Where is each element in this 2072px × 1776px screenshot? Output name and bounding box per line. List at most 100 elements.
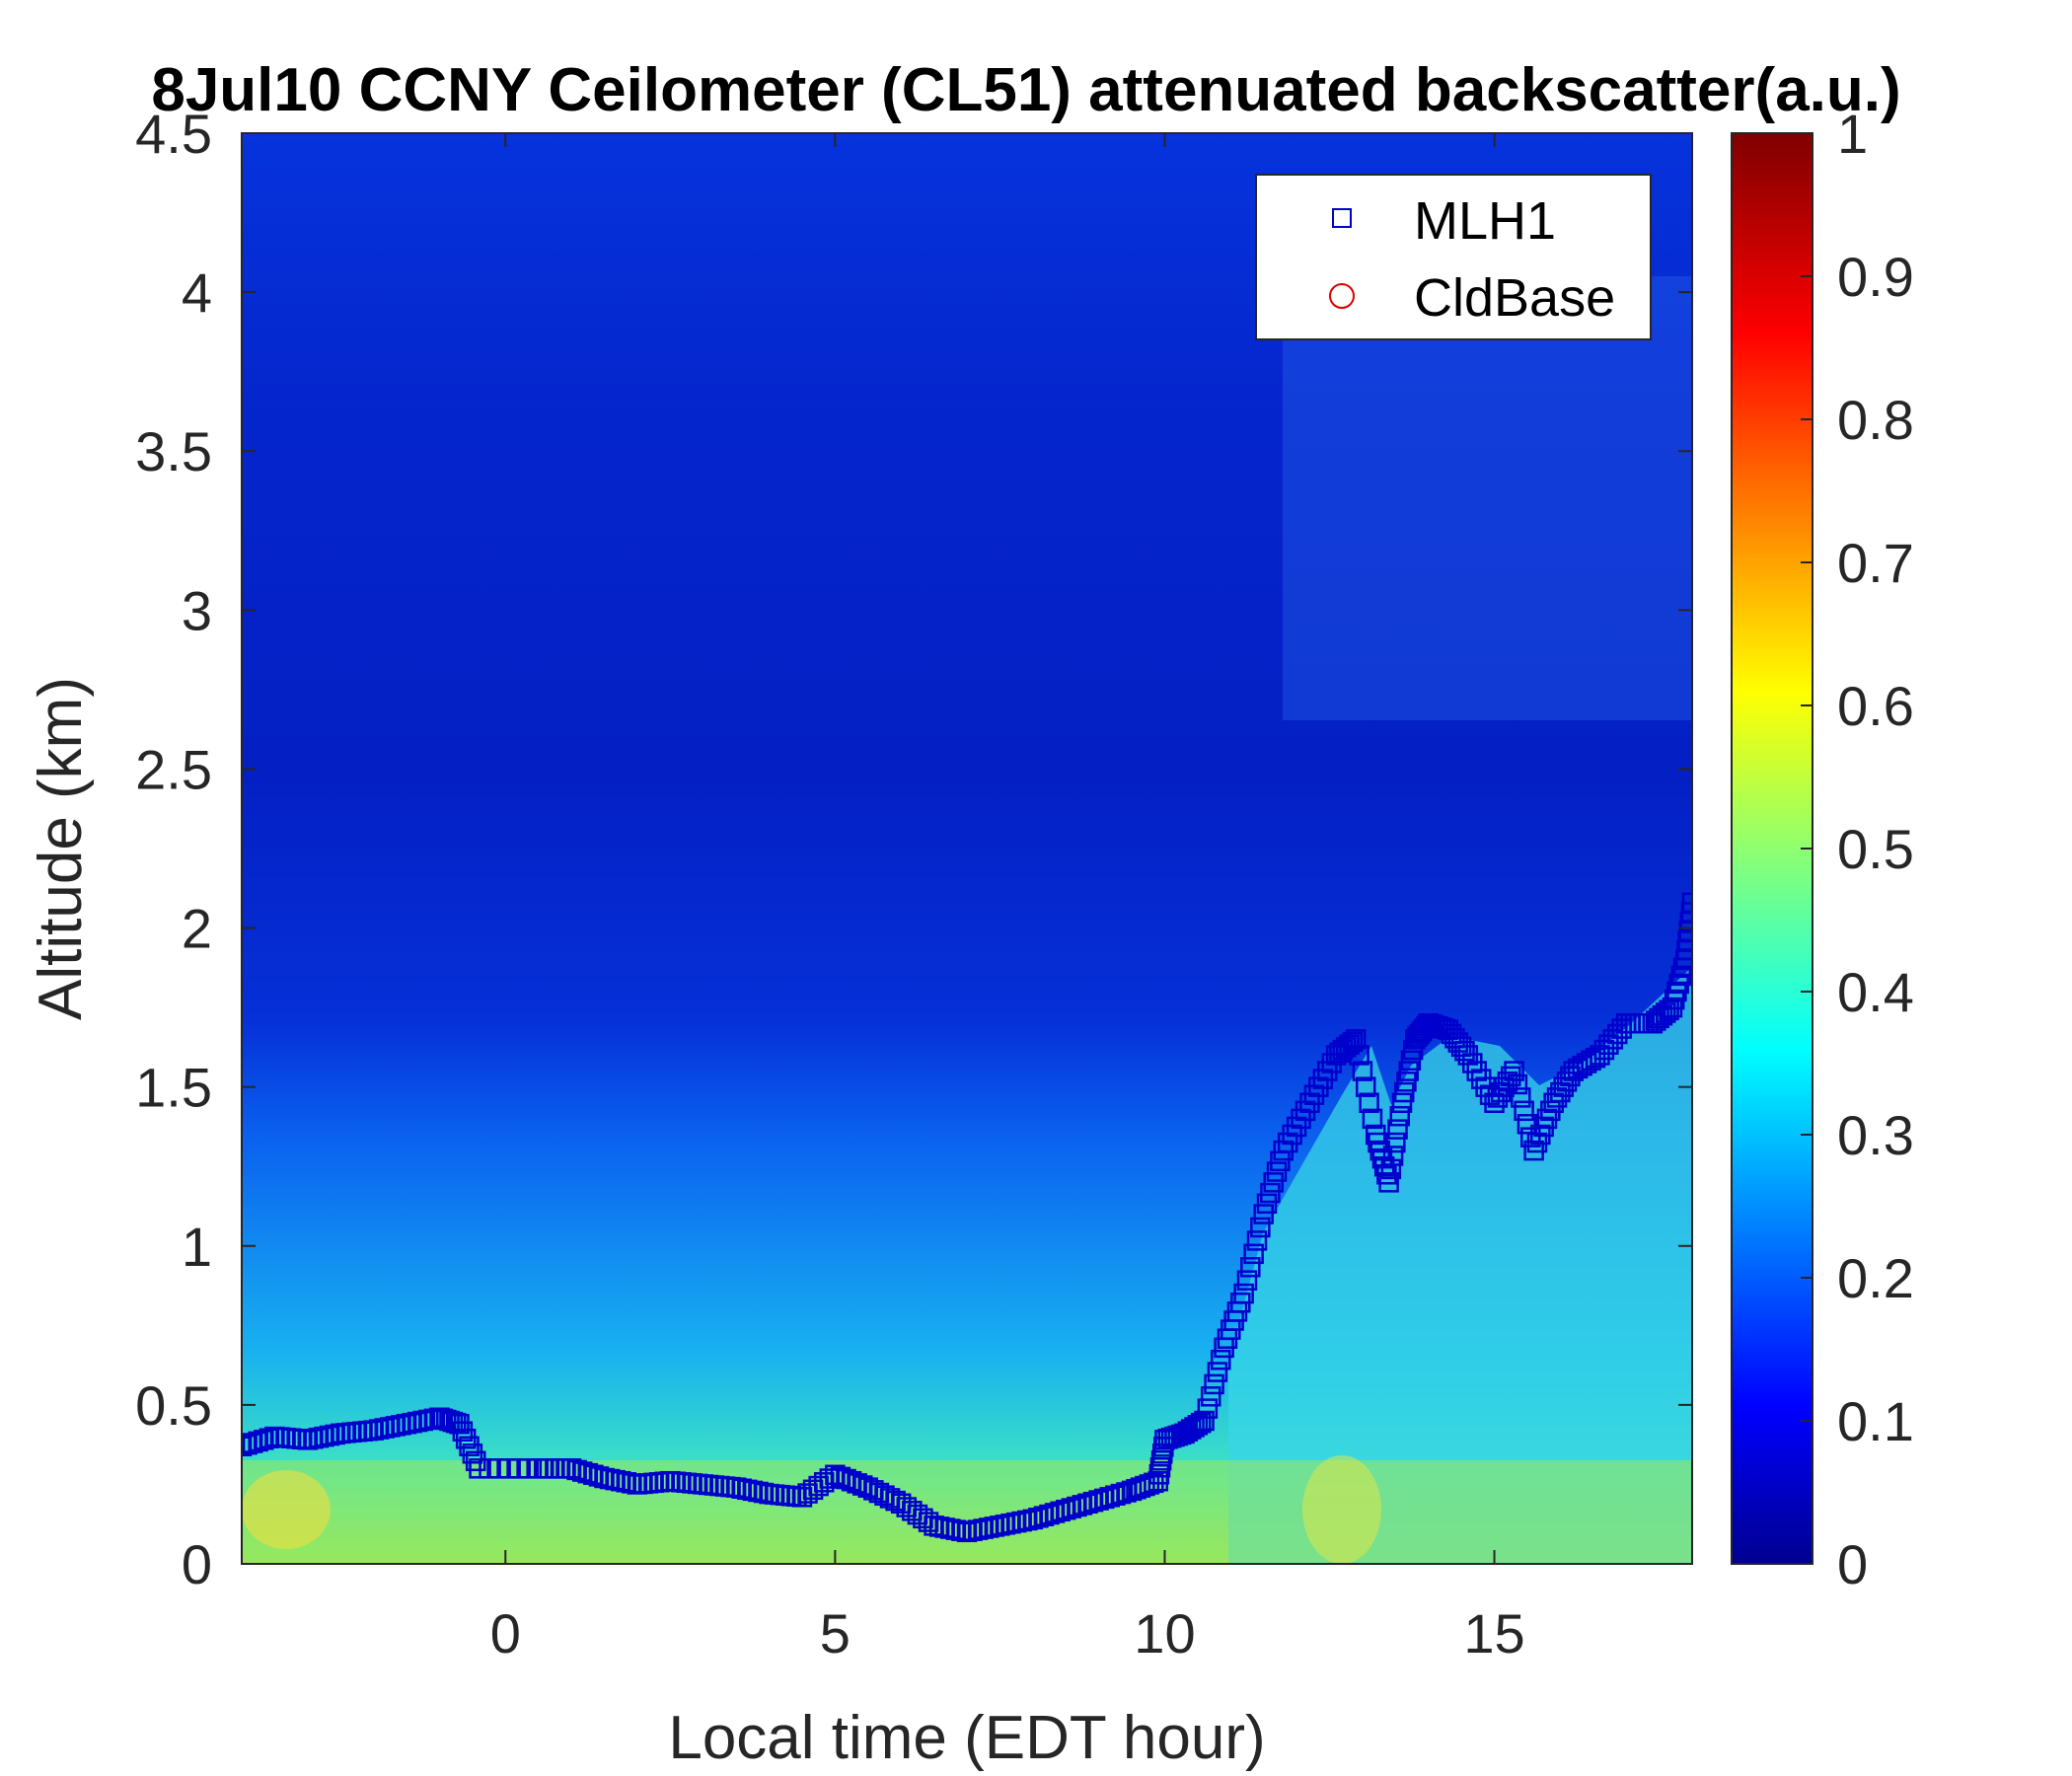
colorbar-tick-label: 1	[1837, 103, 1868, 165]
mlh1-point	[242, 1433, 263, 1453]
mlh1-point	[1211, 1349, 1231, 1370]
y-tick-label: 1.5	[135, 1057, 212, 1119]
mlh1-point	[1349, 1045, 1369, 1066]
y-axis: 0 0.5 1 1.5 2 2.5 3 3.5 4 4.5	[135, 103, 1692, 1595]
mlh1-point	[254, 1430, 274, 1450]
mlh1-point	[1250, 1217, 1271, 1238]
mlh1-point	[802, 1479, 824, 1501]
mlh1-point	[808, 1475, 829, 1497]
mlh1-point	[836, 1468, 856, 1490]
mlh1-point	[449, 1413, 470, 1435]
x-axis-label: Local time (EDT hour)	[668, 1704, 1265, 1772]
legend: MLH1 CldBase	[1255, 174, 1652, 340]
mlh1-point	[1266, 1161, 1288, 1182]
mlh1-point	[1345, 1029, 1367, 1050]
mlh1-point	[1077, 1493, 1098, 1515]
mlh1-point	[1055, 1499, 1076, 1520]
mlh1-point	[1200, 1386, 1221, 1407]
y-tick-label: 4	[182, 261, 212, 324]
mlh1-point	[1389, 1105, 1411, 1127]
chart-title: 8Jul10 CCNY Ceilometer (CL51) attenuated…	[151, 56, 1900, 124]
mlh1-point	[847, 1473, 867, 1494]
mlh1-point	[1362, 1108, 1383, 1130]
mlh1-point	[577, 1462, 599, 1484]
mlh1-point	[1028, 1508, 1049, 1528]
mlh1-point	[1082, 1491, 1104, 1513]
mlh1-point	[896, 1497, 917, 1517]
mlh1-point	[1556, 1072, 1578, 1092]
mlh1-point	[1197, 1398, 1219, 1419]
mlh1-point	[1352, 1061, 1373, 1081]
mlh1-point	[1088, 1490, 1109, 1511]
y-tick-label: 0	[182, 1533, 212, 1595]
mlh1-point	[462, 1443, 483, 1464]
mlh1-point	[1393, 1081, 1415, 1103]
colorbar-tick-label: 0.2	[1837, 1247, 1914, 1309]
mlh1-point	[1378, 1172, 1399, 1193]
mlh1-point	[890, 1493, 912, 1515]
mlh1-point	[1022, 1509, 1044, 1530]
mlh1-point	[455, 1429, 477, 1449]
mlh1-point	[813, 1472, 835, 1493]
mlh1-point	[1263, 1172, 1284, 1193]
mlh1-point	[1236, 1270, 1258, 1291]
x-tick-label: 0	[490, 1602, 521, 1665]
y-tick-label: 0.5	[135, 1374, 212, 1437]
colorbar-tick-label: 0.9	[1837, 246, 1914, 308]
mlh1-point	[588, 1466, 610, 1487]
colorbar-tick-label: 0.6	[1837, 675, 1914, 737]
mlh1-markers	[242, 892, 1692, 1543]
mlh1-point	[1396, 1072, 1417, 1092]
x-tick-label: 10	[1134, 1602, 1195, 1665]
mlh1-point	[1207, 1362, 1228, 1382]
mlh1-point	[830, 1466, 851, 1488]
mlh1-point	[248, 1431, 268, 1452]
mlh1-point	[1356, 1076, 1376, 1097]
mlh1-point	[1067, 1496, 1087, 1517]
mlh1-point	[1246, 1230, 1268, 1251]
mlh1-point	[1243, 1243, 1264, 1265]
mlh1-point	[1511, 1087, 1531, 1108]
mlh1-point	[1190, 1412, 1212, 1434]
mlh1-point	[560, 1458, 582, 1479]
mlh1-point	[1359, 1092, 1379, 1114]
colorbar-tick-label: 0.1	[1837, 1390, 1914, 1452]
mlh1-point	[825, 1464, 846, 1486]
mlh1-point	[1072, 1495, 1093, 1516]
legend-marker-circle	[1329, 283, 1355, 309]
colorbar-tick-label: 0	[1837, 1533, 1868, 1595]
mlh1-point	[902, 1501, 923, 1521]
mlh1-point	[1093, 1488, 1115, 1510]
colorbar-tick-label: 0.4	[1837, 961, 1914, 1023]
mlh1-point	[465, 1450, 486, 1472]
y-tick-label: 4.5	[135, 103, 212, 165]
mlh1-point	[1260, 1182, 1281, 1204]
mlh1-point	[1204, 1373, 1224, 1395]
colorbar-tick-label: 0.3	[1837, 1104, 1914, 1166]
mlh1-point	[1039, 1504, 1060, 1525]
y-tick-label: 2	[182, 898, 212, 960]
x-tick-label: 5	[820, 1602, 851, 1665]
plot-frame	[241, 132, 1693, 1565]
y-tick-label: 2.5	[135, 738, 212, 800]
mlh1-point	[571, 1461, 593, 1482]
heatmap-plot-area	[242, 133, 1692, 1564]
colorbar	[1731, 132, 1813, 1565]
x-axis: 0 5 10 15	[490, 133, 1525, 1665]
heatmap-boundary-layer	[1228, 967, 1692, 1564]
mlh1-point	[259, 1428, 280, 1448]
mlh1-point	[1253, 1204, 1274, 1224]
mlh1-point	[459, 1436, 480, 1457]
mlh1-point	[1105, 1485, 1126, 1506]
mlh1-point	[1110, 1483, 1132, 1505]
mlh1-point	[1099, 1487, 1121, 1508]
mlh1-point	[1514, 1100, 1534, 1122]
mlh1-point	[1240, 1257, 1261, 1278]
mlh1-point	[841, 1470, 862, 1492]
y-tick-label: 3	[182, 579, 212, 641]
legend-label: MLH1	[1414, 191, 1556, 251]
mlh1-point	[1681, 892, 1692, 914]
mlh1-point	[819, 1468, 841, 1489]
heatmap-hotspot	[242, 1470, 331, 1549]
